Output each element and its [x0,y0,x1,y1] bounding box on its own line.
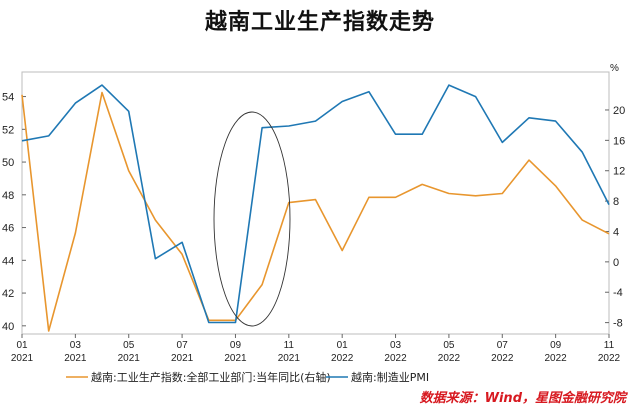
x-tick-month: 01 [337,340,349,351]
legend-label-pmi: 越南:制造业PMI [351,370,429,384]
right-tick-label: 16 [613,135,625,147]
left-tick-label: 44 [2,255,14,267]
x-axis: 01 2021 03 2021 05 2021 07 2021 09 2021 11 2021 01 20… [11,334,621,364]
x-tick-year: 2021 [64,353,87,364]
x-tick-month: 07 [177,340,189,351]
x-tick-year: 2021 [11,353,34,364]
source-note: 数据来源：Wind，星图金融研究院 [420,390,629,406]
left-y-axis: 40 42 44 46 48 50 52 54 [2,92,26,333]
left-tick-label: 54 [2,92,14,104]
legend: 越南:工业生产指数:全部工业部门:当年同比(右轴) 越南:制造业PMI [66,370,429,384]
x-tick-month: 11 [284,340,295,351]
left-tick-label: 46 [2,223,14,235]
left-tick-label: 42 [2,288,14,300]
chart-title: 越南工业生产指数走势 [204,10,435,35]
x-tick-year: 2022 [598,353,621,364]
x-tick-year: 2021 [171,353,194,364]
x-tick-year: 2021 [278,353,301,364]
left-tick-label: 48 [2,190,14,202]
x-tick-month: 03 [70,340,82,351]
left-tick-label: 52 [2,124,14,136]
right-tick-label: 8 [613,196,619,208]
x-tick-year: 2022 [331,353,354,364]
x-tick-month: 01 [16,340,28,351]
right-tick-label: -8 [613,318,623,330]
right-y-axis: -8 -4 0 4 8 12 16 20% [605,63,625,330]
x-tick-year: 2022 [491,353,514,364]
x-tick-month: 05 [123,340,135,351]
x-tick-month: 09 [230,340,242,351]
highlight-ellipse [213,111,291,327]
plot-frame [21,71,610,335]
x-tick-month: 09 [550,340,562,351]
x-tick-year: 2022 [384,353,407,364]
x-tick-month: 11 [604,340,615,351]
x-tick-month: 05 [443,340,455,351]
left-tick-label: 40 [2,321,14,333]
right-tick-label: 0 [613,257,619,269]
legend-label-ip: 越南:工业生产指数:全部工业部门:当年同比(右轴) [91,370,331,384]
right-axis-unit: % [610,63,619,74]
right-tick-label: 20 [613,105,625,117]
x-tick-month: 07 [497,340,509,351]
series-line-manufacturing-pmi [21,84,610,324]
x-tick-year: 2021 [118,353,141,364]
x-tick-year: 2022 [438,353,461,364]
x-tick-year: 2021 [224,353,247,364]
x-tick-month: 03 [390,340,402,351]
right-tick-label: 4 [613,226,619,238]
left-tick-label: 50 [2,157,14,169]
right-tick-label: 12 [613,166,625,178]
series-layer [21,84,610,332]
x-tick-year: 2022 [545,353,568,364]
right-tick-label: -4 [613,287,623,299]
series-line-industrial-production [21,91,610,332]
plot-border [21,71,610,335]
